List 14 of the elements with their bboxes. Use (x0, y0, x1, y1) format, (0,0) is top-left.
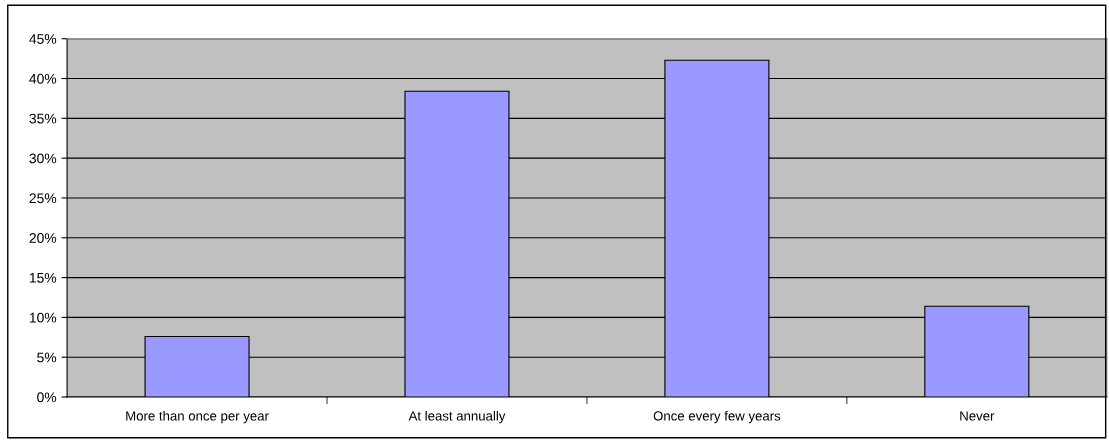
x-tick-label: Never (960, 411, 995, 421)
y-tick-label: 0% (37, 392, 57, 403)
y-tick-label: 15% (29, 272, 57, 283)
y-tick-label: 35% (29, 113, 57, 124)
y-tick-label: 20% (29, 233, 57, 243)
y-tick-label: 45% (29, 34, 57, 44)
x-tick-label: At least annually (408, 410, 506, 424)
y-tick-label: 25% (29, 193, 57, 204)
y-tick-label: 5% (37, 352, 57, 363)
x-tick-label: Once every few years (653, 410, 781, 424)
x-tick-label: More than once per year (126, 410, 269, 424)
y-tick-label: 30% (29, 153, 57, 164)
y-tick-label: 10% (29, 312, 57, 323)
y-tick-label: 40% (29, 73, 57, 84)
